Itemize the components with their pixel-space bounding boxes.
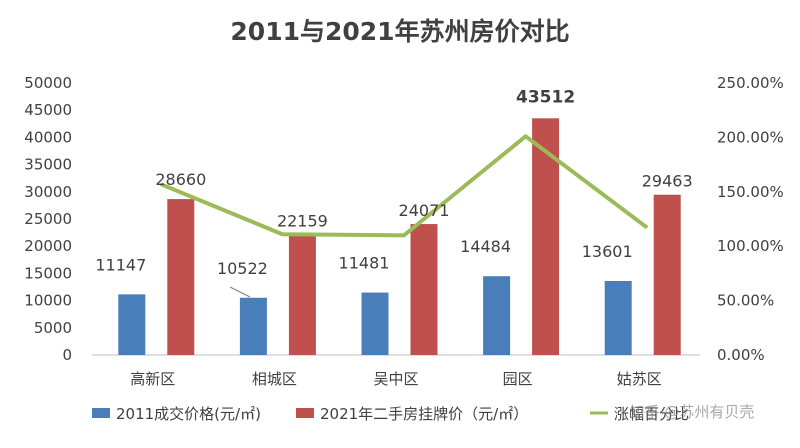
left-axis-tick: 0 — [62, 346, 72, 364]
category-label: 园区 — [503, 370, 533, 388]
legend-swatch — [296, 408, 314, 418]
right-axis-tick: 250.00% — [717, 74, 784, 92]
left-axis-tick: 15000 — [24, 264, 72, 282]
category-label: 高新区 — [130, 370, 175, 388]
category-label: 吴中区 — [373, 370, 418, 388]
right-axis-tick: 150.00% — [717, 183, 784, 201]
legend-label: 2021年二手房挂牌价（元/㎡） — [320, 405, 528, 423]
category-label: 相城区 — [252, 370, 297, 388]
left-axis-tick: 30000 — [24, 183, 72, 201]
bar-2011 — [604, 281, 632, 355]
right-axis-tick: 0.00% — [717, 346, 765, 364]
data-label-2011: 11147 — [95, 255, 146, 274]
right-axis-tick: 200.00% — [717, 128, 784, 146]
category-label: 姑苏区 — [617, 370, 662, 388]
data-label-2021: 22159 — [277, 211, 328, 230]
bar-2011 — [483, 276, 511, 355]
bar-2021 — [288, 234, 316, 355]
left-axis-tick: 5000 — [34, 319, 72, 337]
data-label-2021: 43512 — [516, 87, 575, 107]
data-label-2011: 10522 — [217, 259, 268, 278]
growth-line — [160, 134, 649, 238]
data-label-2011: 14484 — [460, 237, 511, 256]
bar-2021 — [167, 199, 195, 355]
bars — [118, 118, 681, 355]
left-axis-tick: 20000 — [24, 237, 72, 255]
legend-label: 2011成交价格(元/㎡) — [116, 405, 261, 423]
left-axis-tick: 50000 — [24, 74, 72, 92]
data-label-2011: 11481 — [339, 254, 390, 273]
right-axis-tick: 100.00% — [717, 237, 784, 255]
left-axis-tick: 10000 — [24, 292, 72, 310]
right-axis: 0.00% 50.00% 100.00% 150.00% 200.00% 250.00% — [717, 74, 784, 364]
chart-title: 2011与2021年苏州房价对比 — [230, 17, 569, 46]
bar-2011 — [239, 297, 267, 355]
category-labels: 高新区 相城区 吴中区 园区 姑苏区 — [130, 370, 661, 388]
label-leader-line — [229, 286, 251, 298]
left-axis-tick: 35000 — [24, 156, 72, 174]
data-label-2021: 29463 — [642, 172, 693, 191]
bar-2011 — [118, 294, 146, 355]
left-axis: 0 5000 10000 15000 20000 25000 30000 35000 40000… — [24, 74, 72, 364]
left-axis-tick: 45000 — [24, 101, 72, 119]
bar-2021 — [653, 194, 681, 355]
legend-label: 涨幅百分比 — [614, 405, 689, 423]
data-label-2021: 24071 — [399, 201, 450, 220]
legend: 2011成交价格(元/㎡) 2021年二手房挂牌价（元/㎡） 涨幅百分比 — [92, 405, 689, 423]
left-axis-tick: 40000 — [24, 128, 72, 146]
bar-2011 — [361, 292, 389, 355]
data-labels: 11147 10522 11481 14484 13601 28660 22159 24071… — [95, 87, 693, 298]
growth-line-path — [160, 134, 649, 238]
watermark: 知乎 @苏州有贝壳 — [630, 403, 755, 421]
data-label-2011: 13601 — [582, 242, 633, 261]
legend-swatch — [92, 408, 110, 418]
left-axis-tick: 25000 — [24, 210, 72, 228]
bar-2021 — [410, 224, 438, 355]
right-axis-tick: 50.00% — [717, 292, 774, 310]
data-label-2021: 28660 — [155, 170, 206, 189]
